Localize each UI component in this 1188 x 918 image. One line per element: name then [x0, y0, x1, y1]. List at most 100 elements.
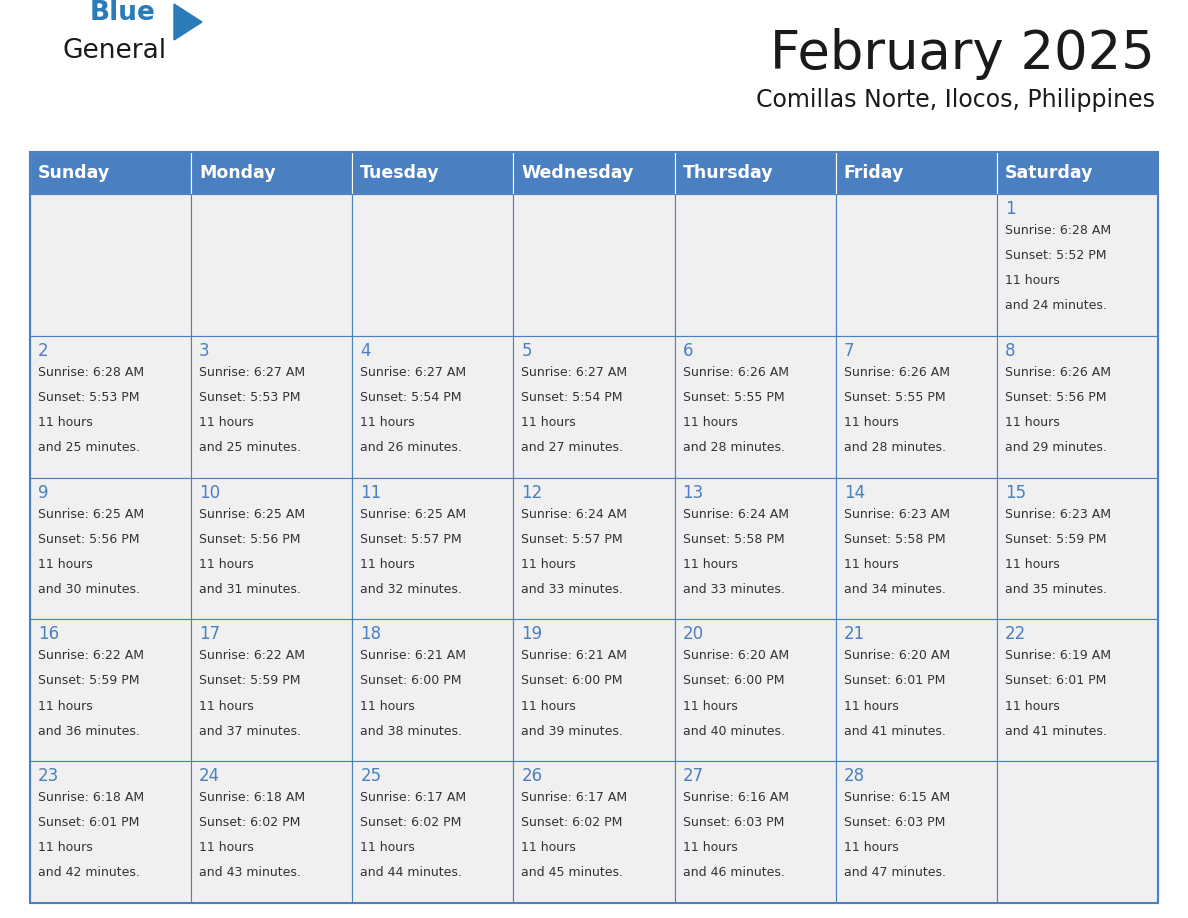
Bar [675, 194, 835, 336]
Text: 10: 10 [200, 484, 220, 501]
Bar [30, 194, 191, 336]
Bar [513, 336, 675, 477]
Text: and 41 minutes.: and 41 minutes. [1005, 724, 1107, 737]
Text: Sunrise: 6:17 AM: Sunrise: 6:17 AM [360, 791, 467, 804]
Text: 15: 15 [1005, 484, 1026, 501]
Bar [997, 194, 1158, 336]
Text: Sunset: 5:59 PM: Sunset: 5:59 PM [1005, 532, 1106, 545]
Text: Sunset: 6:00 PM: Sunset: 6:00 PM [360, 675, 462, 688]
Text: 6: 6 [683, 341, 693, 360]
Text: Sunset: 5:56 PM: Sunset: 5:56 PM [38, 532, 139, 545]
Text: Sunrise: 6:24 AM: Sunrise: 6:24 AM [683, 508, 789, 521]
Text: Sunrise: 6:27 AM: Sunrise: 6:27 AM [360, 365, 467, 379]
Text: 16: 16 [38, 625, 59, 644]
Text: Sunrise: 6:27 AM: Sunrise: 6:27 AM [522, 365, 627, 379]
Text: and 32 minutes.: and 32 minutes. [360, 583, 462, 596]
Text: Sunset: 5:56 PM: Sunset: 5:56 PM [1005, 391, 1106, 404]
Text: 11 hours: 11 hours [38, 558, 93, 571]
Text: 11 hours: 11 hours [1005, 700, 1060, 712]
Text: 12: 12 [522, 484, 543, 501]
Bar [191, 194, 353, 336]
Bar [353, 152, 513, 194]
Bar [513, 761, 675, 903]
Text: and 33 minutes.: and 33 minutes. [522, 583, 624, 596]
Text: and 45 minutes.: and 45 minutes. [522, 867, 624, 879]
Text: and 44 minutes.: and 44 minutes. [360, 867, 462, 879]
Bar [675, 620, 835, 761]
Text: Sunset: 6:01 PM: Sunset: 6:01 PM [843, 675, 946, 688]
Text: 11 hours: 11 hours [360, 841, 415, 855]
Text: 11 hours: 11 hours [522, 558, 576, 571]
Bar [835, 761, 997, 903]
Bar [353, 620, 513, 761]
Text: Sunset: 6:01 PM: Sunset: 6:01 PM [1005, 675, 1106, 688]
Text: 11 hours: 11 hours [683, 558, 738, 571]
Text: 11 hours: 11 hours [360, 558, 415, 571]
Text: 11 hours: 11 hours [360, 416, 415, 429]
Text: 11 hours: 11 hours [522, 416, 576, 429]
Text: Sunrise: 6:25 AM: Sunrise: 6:25 AM [38, 508, 144, 521]
Text: Tuesday: Tuesday [360, 164, 440, 182]
Text: 5: 5 [522, 341, 532, 360]
Text: 11 hours: 11 hours [38, 841, 93, 855]
Text: Sunrise: 6:24 AM: Sunrise: 6:24 AM [522, 508, 627, 521]
Text: Sunset: 6:00 PM: Sunset: 6:00 PM [683, 675, 784, 688]
Bar [997, 761, 1158, 903]
Bar [191, 336, 353, 477]
Text: Sunset: 5:56 PM: Sunset: 5:56 PM [200, 532, 301, 545]
Text: and 24 minutes.: and 24 minutes. [1005, 299, 1107, 312]
Bar [191, 761, 353, 903]
Text: Sunrise: 6:22 AM: Sunrise: 6:22 AM [38, 649, 144, 663]
Text: and 43 minutes.: and 43 minutes. [200, 867, 301, 879]
Text: Sunrise: 6:22 AM: Sunrise: 6:22 AM [200, 649, 305, 663]
Text: General: General [62, 38, 166, 64]
Text: 25: 25 [360, 767, 381, 785]
Text: 11 hours: 11 hours [843, 416, 898, 429]
Text: and 46 minutes.: and 46 minutes. [683, 867, 784, 879]
Bar [513, 194, 675, 336]
Text: Sunrise: 6:20 AM: Sunrise: 6:20 AM [843, 649, 950, 663]
Text: Sunrise: 6:27 AM: Sunrise: 6:27 AM [200, 365, 305, 379]
Text: Sunset: 5:53 PM: Sunset: 5:53 PM [200, 391, 301, 404]
Bar [675, 336, 835, 477]
Text: Sunset: 6:02 PM: Sunset: 6:02 PM [522, 816, 623, 829]
Bar [353, 336, 513, 477]
Bar [675, 477, 835, 620]
Text: 11 hours: 11 hours [38, 416, 93, 429]
Text: 1: 1 [1005, 200, 1016, 218]
Text: Sunrise: 6:16 AM: Sunrise: 6:16 AM [683, 791, 789, 804]
Text: and 25 minutes.: and 25 minutes. [38, 441, 140, 454]
Text: Sunset: 5:59 PM: Sunset: 5:59 PM [38, 675, 139, 688]
Bar [30, 761, 191, 903]
Text: Sunset: 6:03 PM: Sunset: 6:03 PM [683, 816, 784, 829]
Bar [353, 761, 513, 903]
Text: 11 hours: 11 hours [683, 416, 738, 429]
Text: Sunset: 5:58 PM: Sunset: 5:58 PM [683, 532, 784, 545]
Text: 3: 3 [200, 341, 210, 360]
Text: 11 hours: 11 hours [843, 558, 898, 571]
Text: Sunset: 5:59 PM: Sunset: 5:59 PM [200, 675, 301, 688]
Text: 24: 24 [200, 767, 220, 785]
Text: 11 hours: 11 hours [683, 841, 738, 855]
Text: and 47 minutes.: and 47 minutes. [843, 867, 946, 879]
Bar [353, 477, 513, 620]
Text: Sunrise: 6:20 AM: Sunrise: 6:20 AM [683, 649, 789, 663]
Text: 14: 14 [843, 484, 865, 501]
Text: Sunset: 5:58 PM: Sunset: 5:58 PM [843, 532, 946, 545]
Text: 8: 8 [1005, 341, 1016, 360]
Text: 19: 19 [522, 625, 543, 644]
Text: 11 hours: 11 hours [200, 700, 254, 712]
Text: Sunset: 5:57 PM: Sunset: 5:57 PM [522, 532, 623, 545]
Text: 4: 4 [360, 341, 371, 360]
Text: 20: 20 [683, 625, 703, 644]
Text: Sunrise: 6:25 AM: Sunrise: 6:25 AM [200, 508, 305, 521]
Text: 27: 27 [683, 767, 703, 785]
Text: Sunrise: 6:17 AM: Sunrise: 6:17 AM [522, 791, 627, 804]
Text: 11 hours: 11 hours [200, 841, 254, 855]
Bar [835, 620, 997, 761]
Text: February 2025: February 2025 [770, 28, 1155, 80]
Text: 21: 21 [843, 625, 865, 644]
Text: 2: 2 [38, 341, 49, 360]
Text: 26: 26 [522, 767, 543, 785]
Text: 28: 28 [843, 767, 865, 785]
